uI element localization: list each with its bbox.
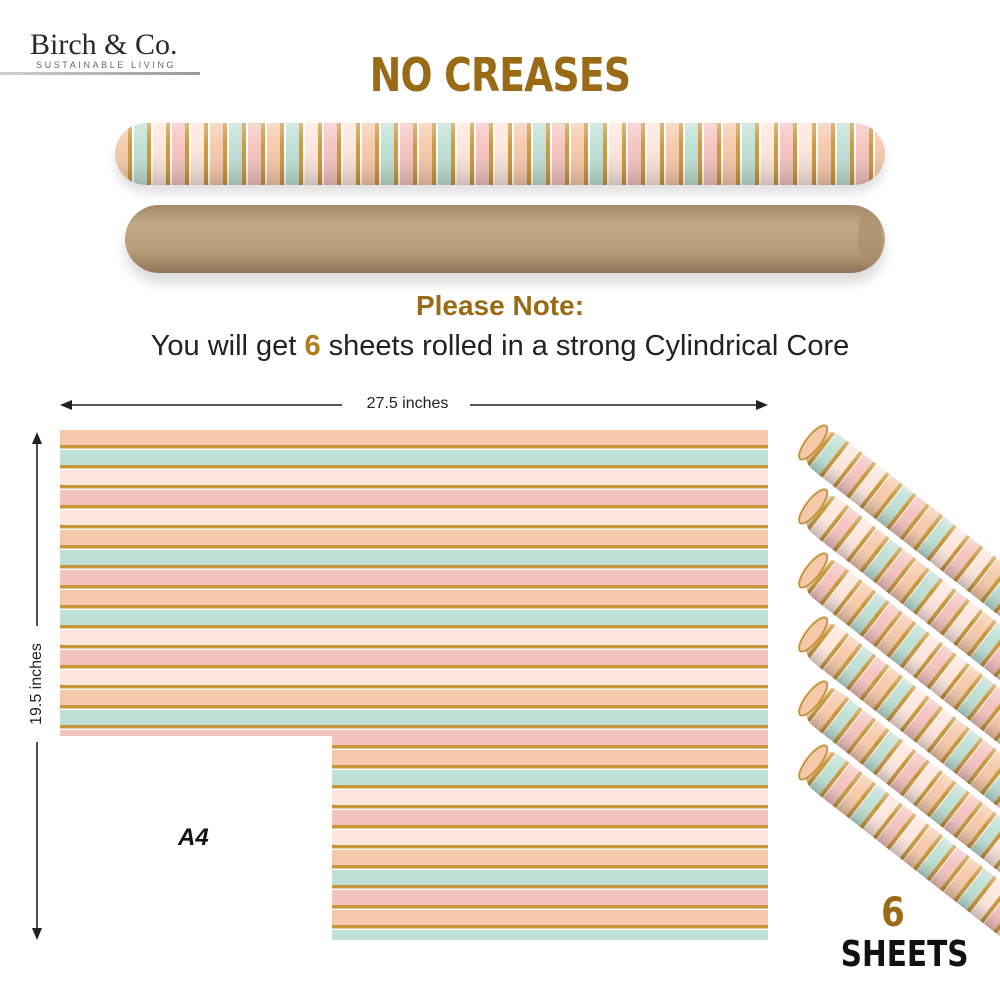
- sheet-count-number: 6: [881, 890, 905, 936]
- note-text: You will get 6 sheets rolled in a strong…: [0, 330, 1000, 363]
- brand-logo: Birch & Co. SUSTAINABLE LIVING: [0, 18, 205, 80]
- wrapping-sheet: [60, 430, 768, 940]
- height-label: 19.5 inches: [28, 643, 45, 725]
- width-label: 27.5 inches: [366, 395, 449, 412]
- sheet-count-label: SHEETS: [840, 934, 969, 975]
- a4-label: A4: [178, 824, 209, 851]
- rolls-stack: [790, 420, 1000, 975]
- headline: NO CREASES: [369, 48, 631, 102]
- logo-underline: [0, 72, 200, 75]
- height-dimension: 19.5 inches: [24, 432, 50, 940]
- note-text-start: You will get: [150, 330, 305, 362]
- note-count: 6: [304, 330, 321, 362]
- striped-paper-roll: [115, 123, 885, 185]
- logo-tagline: SUSTAINABLE LIVING: [36, 60, 177, 70]
- width-dimension: 27.5 inches: [60, 393, 768, 417]
- kraft-core-roll: [125, 205, 885, 273]
- logo-name: Birch & Co.: [30, 28, 178, 61]
- note-title: Please Note:: [415, 290, 585, 321]
- note-text-end: sheets rolled in a strong Cylindrical Co…: [320, 330, 850, 362]
